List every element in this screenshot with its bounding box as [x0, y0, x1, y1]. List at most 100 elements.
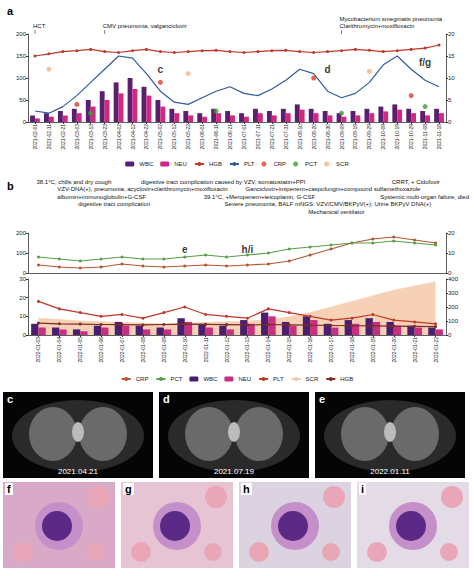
svg-text:2021-02-11: 2021-02-11	[46, 124, 52, 149]
svg-text:2022-01-06: 2022-01-06	[98, 337, 104, 363]
svg-text:2022-01-12: 2022-01-12	[224, 337, 230, 363]
svg-text:2021-10-29: 2021-10-29	[408, 124, 414, 150]
svg-text:100: 100	[16, 75, 27, 81]
svg-text:digestive tract complication: digestive tract complication	[78, 201, 150, 207]
svg-text:5: 5	[448, 97, 452, 103]
svg-text:Mycobacterium smegmatis pneumo: Mycobacterium smegmatis pneumonia	[340, 16, 443, 22]
svg-text:0: 0	[448, 119, 452, 125]
svg-text:CMV pneumonia, valganciclovir: CMV pneumonia, valganciclovir	[103, 23, 187, 29]
svg-text:VZV-DNA(+), pneumonia, acyclov: VZV-DNA(+), pneumonia, acyclovir+clarith…	[57, 186, 227, 192]
svg-text:2022-01-05: 2022-01-05	[77, 337, 83, 363]
svg-text:2022-01-09: 2022-01-09	[161, 337, 167, 363]
svg-text:400: 400	[448, 276, 459, 282]
svg-text:10: 10	[448, 75, 455, 81]
svg-text:digestive tract complication c: digestive tract complication caused by V…	[141, 179, 306, 185]
svg-text:2021-07-11: 2021-07-11	[255, 124, 261, 149]
svg-text:10: 10	[19, 313, 26, 319]
svg-text:200: 200	[16, 230, 27, 236]
svg-text:CRRT, + Cidofovir: CRRT, + Cidofovir	[392, 179, 440, 185]
svg-text:200: 200	[16, 31, 27, 37]
svg-text:10: 10	[448, 250, 455, 256]
svg-text:2021-11-08: 2021-11-08	[422, 124, 428, 149]
svg-text:PCT: PCT	[305, 161, 317, 167]
svg-text:Systemic multi-organ failure,: Systemic multi-organ failure, died	[380, 194, 469, 200]
svg-text:PLT: PLT	[244, 161, 255, 167]
svg-text:2022-01-20: 2022-01-20	[391, 337, 397, 363]
svg-text:NEU: NEU	[174, 161, 187, 167]
svg-text:PCT: PCT	[170, 376, 182, 382]
svg-text:100: 100	[448, 318, 459, 324]
svg-text:2022-01-22: 2022-01-22	[433, 337, 439, 363]
svg-text:100: 100	[16, 250, 27, 256]
svg-text:2021-03-13: 2021-03-13	[88, 124, 94, 150]
svg-text:Ganciclovir+imipenem+caspofung: Ganciclovir+imipenem+caspofungin+compoun…	[245, 186, 421, 192]
svg-text:15: 15	[448, 53, 455, 59]
svg-text:a: a	[7, 5, 14, 17]
svg-text:2022-01-16: 2022-01-16	[307, 337, 313, 363]
svg-text:2021-09-09: 2021-09-09	[339, 124, 345, 150]
svg-text:2022-01-08: 2022-01-08	[140, 337, 146, 363]
svg-text:0: 0	[23, 332, 27, 338]
svg-text:2021-06-21: 2021-06-21	[227, 124, 233, 150]
svg-text:2021-09-19: 2021-09-19	[352, 124, 358, 150]
svg-text:2021-10-19: 2021-10-19	[394, 124, 400, 150]
svg-text:h/i: h/i	[242, 244, 254, 255]
svg-text:2021-10-09: 2021-10-09	[380, 124, 386, 150]
svg-text:2022-01-19: 2022-01-19	[370, 337, 376, 363]
svg-text:2022-01-14: 2022-01-14	[265, 337, 271, 363]
svg-text:SCR: SCR	[306, 376, 319, 382]
svg-text:2021-09-29: 2021-09-29	[366, 124, 372, 150]
svg-text:39.1°C, +Meropenem+teicoplanin: 39.1°C, +Meropenem+teicoplanin, G-CSF	[204, 194, 316, 200]
svg-text:2021-02-01: 2021-02-01	[32, 124, 38, 150]
svg-text:300: 300	[448, 290, 459, 296]
svg-text:2022-01-15: 2022-01-15	[286, 337, 292, 363]
svg-text:2021-03-23: 2021-03-23	[102, 124, 108, 150]
svg-text:2022-01-13: 2022-01-13	[244, 337, 250, 363]
svg-text:0: 0	[23, 119, 27, 125]
svg-text:PLT: PLT	[273, 376, 284, 382]
svg-text:2021-05-12: 2021-05-12	[171, 124, 177, 150]
svg-text:20: 20	[448, 31, 455, 37]
svg-text:2021-06-01: 2021-06-01	[199, 124, 205, 150]
svg-text:2021-05-22: 2021-05-22	[185, 124, 191, 150]
svg-text:HCT: HCT	[33, 23, 46, 29]
svg-text:2021-03-03: 2021-03-03	[74, 124, 80, 150]
svg-text:2022-01-11: 2022-01-11	[203, 337, 209, 362]
svg-text:50: 50	[19, 97, 26, 103]
svg-text:2021-04-22: 2021-04-22	[143, 124, 149, 150]
svg-text:CRP: CRP	[136, 376, 149, 382]
svg-text:WBC: WBC	[203, 376, 218, 382]
svg-text:38.1°C, chills and dry cough: 38.1°C, chills and dry cough	[36, 179, 111, 185]
svg-text:2021-07-31: 2021-07-31	[283, 124, 289, 150]
svg-text:CRP: CRP	[273, 161, 286, 167]
svg-text:2021-08-20: 2021-08-20	[311, 124, 317, 150]
svg-text:150: 150	[16, 53, 27, 59]
svg-text:2022-01-04: 2022-01-04	[56, 337, 62, 363]
svg-text:d: d	[325, 64, 331, 75]
svg-text:2021-07-01: 2021-07-01	[241, 124, 247, 150]
svg-text:0: 0	[448, 332, 452, 338]
svg-text:2021-08-10: 2021-08-10	[297, 124, 303, 150]
svg-text:200: 200	[448, 304, 459, 310]
svg-text:30: 30	[19, 276, 26, 282]
svg-text:e: e	[182, 244, 188, 255]
svg-text:2022-01-17: 2022-01-17	[328, 337, 334, 363]
svg-text:2021-08-30: 2021-08-30	[325, 124, 331, 150]
svg-text:b: b	[7, 180, 14, 192]
svg-text:SCR: SCR	[336, 161, 349, 167]
svg-text:HGB: HGB	[209, 161, 222, 167]
svg-text:c: c	[158, 64, 164, 75]
svg-text:WBC: WBC	[139, 161, 154, 167]
svg-text:2022-01-21: 2022-01-21	[412, 337, 418, 363]
svg-text:Mechanical ventilator: Mechanical ventilator	[308, 209, 364, 215]
svg-text:2021-05-02: 2021-05-02	[157, 124, 163, 150]
svg-text:20: 20	[448, 230, 455, 236]
svg-text:2021-07-21: 2021-07-21	[269, 124, 275, 150]
svg-text:Severe pneumonia, BALF mNGS: V: Severe pneumonia, BALF mNGS: VZV/CMV/BKP…	[225, 201, 432, 207]
svg-text:2022-01-10: 2022-01-10	[182, 337, 188, 363]
svg-text:albumin+immunoglobulin+G-CSF: albumin+immunoglobulin+G-CSF	[57, 194, 146, 200]
svg-text:2021-02-21: 2021-02-21	[60, 124, 66, 150]
svg-text:2022-01-18: 2022-01-18	[349, 337, 355, 363]
svg-text:Clarithromycin+moxifloxacin: Clarithromycin+moxifloxacin	[340, 23, 415, 29]
svg-text:2021-06-11: 2021-06-11	[213, 124, 219, 149]
